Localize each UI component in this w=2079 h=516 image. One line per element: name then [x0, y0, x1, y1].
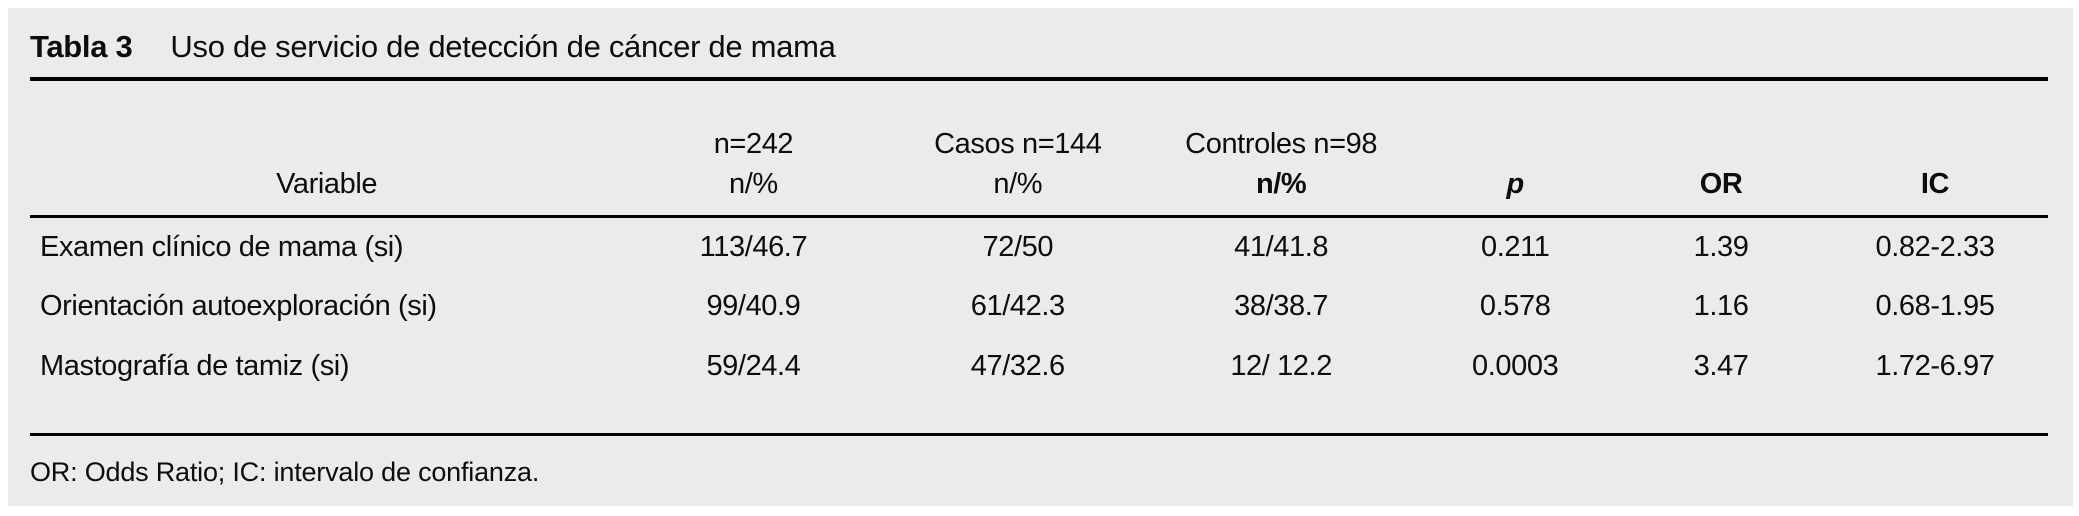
group-header-cell-casos: Casos n=144	[934, 128, 1102, 160]
screening-usage-table: n=242 Casos n=144 Controles n=98 Variabl…	[30, 81, 2048, 397]
controles-cell: 38/38.7	[1234, 290, 1329, 322]
group-header-cell	[1620, 81, 1822, 161]
total-cell: 59/24.4	[706, 350, 801, 382]
or-cell: 1.39	[1693, 230, 1749, 263]
or-cell: 3.47	[1693, 350, 1749, 382]
group-header-cell	[1822, 81, 2048, 161]
column-header-ic: IC	[1821, 161, 2048, 218]
column-header-controles-npct: n/%	[1151, 161, 1411, 218]
controles-cell: 41/41.8	[1234, 230, 1329, 263]
column-header-total-npct: n/%	[623, 161, 884, 218]
footnote: OR: Odds Ratio; IC: intervalo de confian…	[30, 456, 540, 487]
p-value-cell: 0.211	[1481, 230, 1550, 263]
casos-cell: 61/42.3	[970, 290, 1065, 322]
table-row: Mastografía de tamiz (si) 59/24.4 47/32.…	[30, 337, 2048, 397]
ic-cell: 0.68-1.95	[1875, 290, 1995, 322]
table-row: Orientación autoexploración (si) 99/40.9…	[30, 277, 2048, 337]
group-header-cell-controles: Controles n=98	[1185, 128, 1378, 160]
group-header-row: n=242 Casos n=144 Controles n=98	[30, 81, 2048, 161]
p-value-cell: 0.578	[1479, 290, 1551, 322]
total-cell: 99/40.9	[706, 290, 801, 322]
group-header-cell-total: n=242	[713, 128, 794, 160]
controles-cell: 12/ 12.2	[1230, 350, 1332, 382]
table-row: Examen clínico de mama (si) 113/46.7 72/…	[30, 217, 2048, 277]
table-card: Tabla 3 Uso de servicio de detección de c…	[8, 8, 2073, 506]
table-label: Tabla 3	[30, 29, 133, 64]
footer-rule	[30, 432, 2048, 436]
column-header-p: p	[1410, 161, 1621, 218]
column-header-casos-npct: n/%	[883, 161, 1152, 218]
column-header-variable: Variable	[30, 161, 624, 218]
group-header-cell	[30, 81, 623, 161]
column-header-row: Variable n/% n/% n/% p OR IC	[30, 161, 2048, 218]
variable-cell: Orientación autoexploración (si)	[40, 290, 437, 322]
casos-cell: 72/50	[982, 230, 1054, 263]
ic-cell: 0.82-2.33	[1875, 230, 1995, 263]
p-value-cell: 0.0003	[1472, 350, 1559, 382]
total-cell: 113/46.7	[699, 230, 808, 263]
variable-cell: Mastografía de tamiz (si)	[40, 350, 350, 382]
casos-cell: 47/32.6	[970, 350, 1065, 382]
variable-cell: Examen clínico de mama (si)	[40, 230, 404, 263]
table-caption: Tabla 3 Uso de servicio de detección de c…	[30, 8, 2048, 65]
table-title: Uso de servicio de detección de cáncer d…	[170, 29, 836, 64]
or-cell: 1.16	[1693, 290, 1749, 322]
column-header-or: OR	[1620, 161, 1822, 218]
group-header-cell	[1410, 81, 1620, 161]
ic-cell: 1.72-6.97	[1875, 350, 1995, 382]
caption-rule	[30, 77, 2048, 81]
